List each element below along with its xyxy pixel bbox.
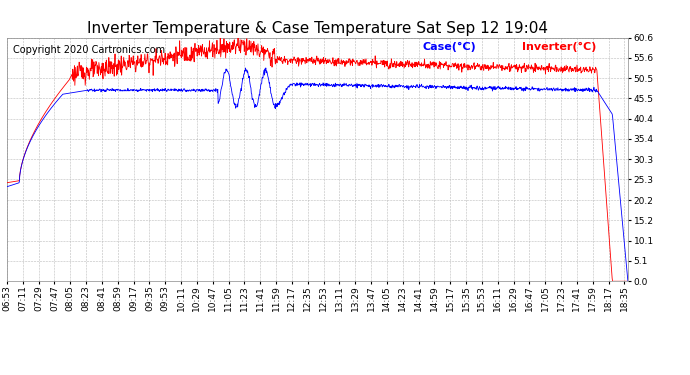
Text: Inverter(°C): Inverter(°C) [522,42,597,52]
Text: Copyright 2020 Cartronics.com: Copyright 2020 Cartronics.com [13,45,165,55]
Title: Inverter Temperature & Case Temperature Sat Sep 12 19:04: Inverter Temperature & Case Temperature … [87,21,548,36]
Text: Case(°C): Case(°C) [423,42,477,52]
